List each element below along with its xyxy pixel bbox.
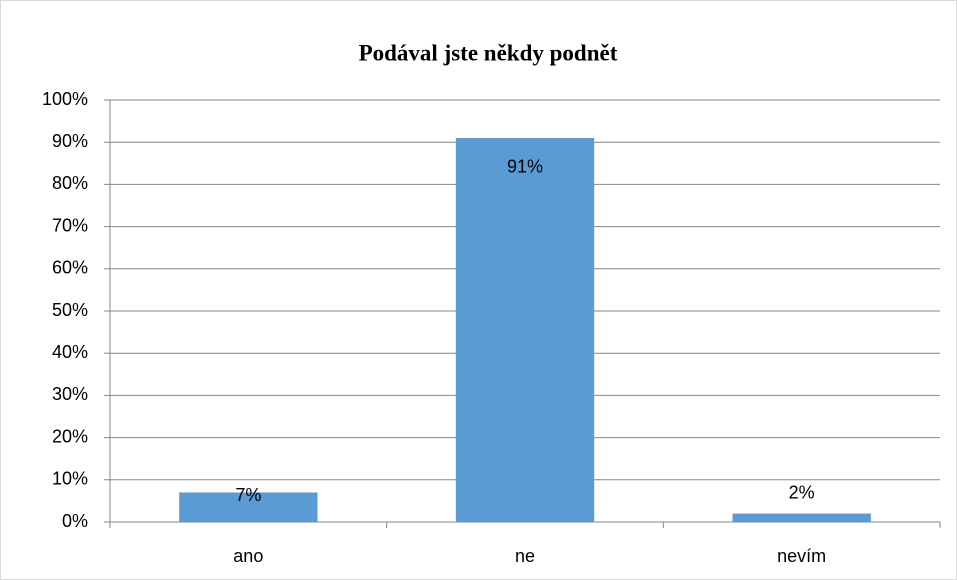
bar <box>455 137 595 523</box>
y-tick-label: 50% <box>52 300 88 320</box>
y-tick-label: 20% <box>52 426 88 446</box>
y-tick-label: 100% <box>42 89 88 109</box>
y-tick-label: 30% <box>52 384 88 404</box>
y-tick-label: 10% <box>52 469 88 489</box>
chart-title: Podával jste někdy podnět <box>359 40 618 65</box>
y-tick-label: 0% <box>62 511 88 531</box>
data-label: 91% <box>507 157 543 177</box>
bar <box>179 492 318 522</box>
x-tick-label: ano <box>233 546 263 566</box>
x-tick-label: ne <box>515 546 535 566</box>
y-tick-label: 70% <box>52 215 88 235</box>
y-tick-label: 60% <box>52 258 88 278</box>
x-tick-label: nevím <box>777 546 826 566</box>
y-tick-label: 80% <box>52 173 88 193</box>
data-label: 7% <box>235 485 261 505</box>
bar <box>732 513 871 522</box>
y-tick-label: 40% <box>52 342 88 362</box>
data-label: 2% <box>789 482 815 502</box>
y-tick-label: 90% <box>52 131 88 151</box>
